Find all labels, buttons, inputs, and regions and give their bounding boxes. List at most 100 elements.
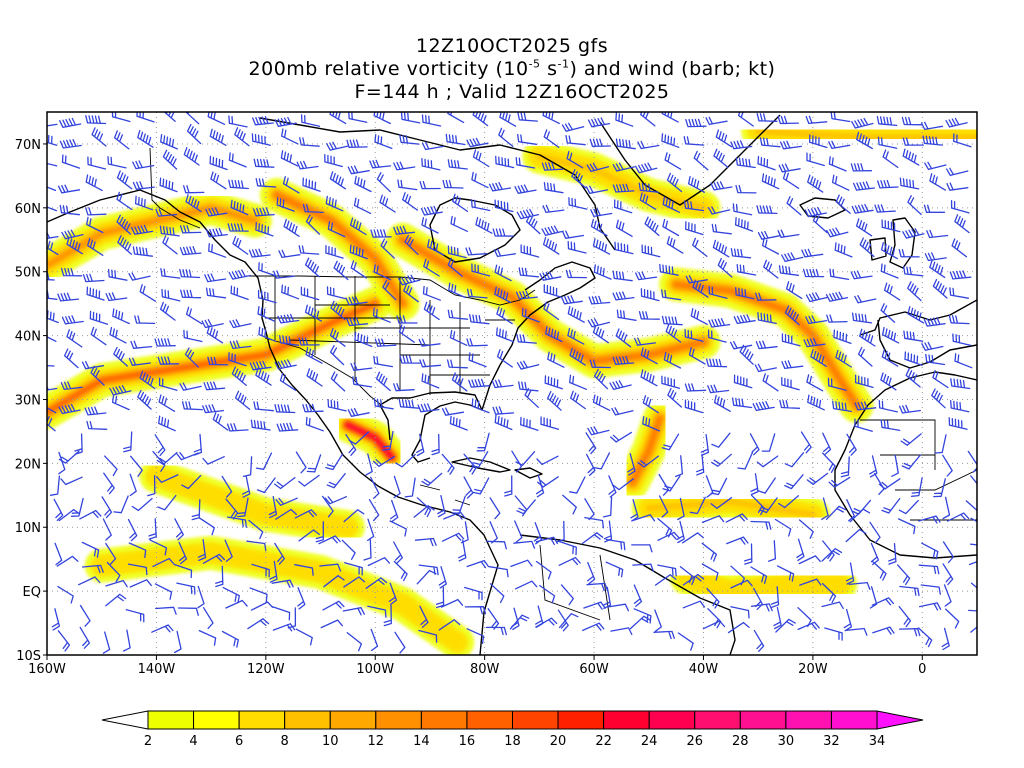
wind-barb [117, 235, 133, 255]
wind-barb [934, 434, 947, 454]
wind-barb [807, 174, 824, 193]
coastlines [47, 114, 977, 655]
wind-barb [899, 177, 920, 190]
wind-barb [877, 179, 899, 189]
wind-barb [198, 517, 215, 536]
wind-barb [737, 451, 754, 470]
wind-barb [103, 472, 115, 495]
colorbar-label: 2 [144, 734, 152, 749]
wind-barb [881, 326, 900, 344]
wind-barb [268, 496, 278, 519]
wind-barb [610, 627, 633, 636]
colorbar-label: 8 [281, 734, 289, 749]
wind-barb [393, 541, 403, 564]
wind-barb [104, 455, 118, 477]
wind-barb [695, 453, 705, 476]
wind-barb [61, 229, 84, 240]
wind-barb [761, 433, 776, 452]
wind-barb [707, 384, 730, 394]
wind-barb [181, 474, 202, 490]
colorbar-label: 18 [504, 734, 521, 749]
wind-barb [128, 357, 151, 366]
wind-barb [275, 497, 298, 506]
wind-barb [880, 242, 898, 260]
wind-barb [665, 323, 682, 343]
wind-barb [224, 539, 233, 562]
wind-barb [517, 112, 538, 122]
wind-barb [851, 312, 873, 324]
wind-barb [47, 290, 58, 300]
wind-barb [247, 618, 270, 630]
wind-barb [109, 385, 132, 396]
wind-barb [472, 477, 490, 495]
wind-barb [421, 373, 440, 389]
wind-barb [205, 227, 228, 238]
wind-barb [447, 309, 469, 320]
wind-barb [612, 162, 635, 172]
wind-barb [209, 155, 228, 171]
wind-barb [66, 329, 83, 348]
wind-barb [256, 477, 276, 494]
wind-barb [86, 420, 108, 430]
wind-barb [905, 368, 921, 388]
wind-barb [942, 541, 954, 564]
wind-barb [113, 346, 128, 367]
wind-barb [736, 263, 757, 276]
wind-barb [149, 539, 168, 556]
wind-barb [215, 565, 224, 588]
wind-barb [227, 516, 247, 528]
wind-barb [514, 184, 537, 194]
wind-barb [685, 275, 708, 284]
wind-barb [330, 371, 346, 392]
wind-barb [128, 542, 147, 559]
wind-barb [713, 394, 731, 412]
wind-barb [90, 326, 107, 346]
wind-barb [587, 117, 611, 128]
wind-barb [113, 130, 130, 150]
wind-barb [853, 181, 876, 191]
wind-barb [278, 249, 301, 259]
wind-barb [592, 394, 611, 411]
wind-barb [249, 360, 272, 371]
coastline-greenland [599, 114, 781, 206]
wind-barb [344, 562, 363, 576]
wind-barb [871, 560, 887, 581]
wind-barb [249, 587, 268, 603]
wind-barb [348, 431, 370, 445]
wind-barb [880, 263, 899, 279]
wind-barb [615, 328, 632, 348]
wind-barb [398, 398, 420, 409]
wind-barb [968, 560, 977, 566]
colorbar-swatch [466, 710, 513, 730]
wind-barb [592, 324, 609, 344]
wind-barb [496, 306, 513, 325]
wind-barb [684, 399, 704, 414]
lat-label: EQ [23, 585, 41, 600]
wind-barb [185, 306, 203, 325]
wind-barb [191, 499, 201, 521]
wind-barb [605, 538, 626, 551]
wind-barb [202, 456, 225, 465]
plot-title-line-3: F=144 h ; Valid 12Z16OCT2025 [354, 81, 670, 103]
wind-barb [932, 370, 949, 389]
wind-barb [942, 454, 953, 477]
vorticity-band [98, 549, 461, 646]
wind-barb [637, 455, 660, 468]
wind-barb [513, 540, 536, 549]
wind-barb [282, 176, 300, 194]
wind-barb [807, 394, 825, 411]
wind-barb [404, 234, 419, 255]
wind-barb [330, 300, 346, 321]
wind-barb [258, 262, 277, 277]
wind-barb [159, 225, 180, 237]
wind-barb [752, 401, 775, 412]
wind-barb [326, 141, 349, 151]
wind-barb [129, 579, 152, 588]
wind-barb [79, 626, 91, 649]
wind-barb [569, 476, 586, 494]
wind-barb [569, 347, 586, 366]
wind-barb [79, 604, 91, 627]
wind-barb [614, 241, 634, 255]
wind-barb [851, 203, 874, 214]
wind-barb [255, 452, 273, 470]
